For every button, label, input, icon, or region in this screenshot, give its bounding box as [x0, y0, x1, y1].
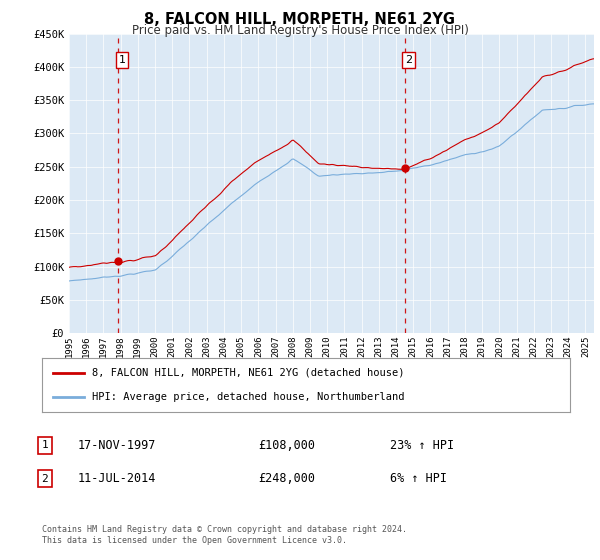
Text: 23% ↑ HPI: 23% ↑ HPI — [390, 438, 454, 452]
Text: 8, FALCON HILL, MORPETH, NE61 2YG (detached house): 8, FALCON HILL, MORPETH, NE61 2YG (detac… — [92, 368, 404, 378]
Text: 2: 2 — [41, 474, 49, 484]
Text: £108,000: £108,000 — [258, 438, 315, 452]
Text: HPI: Average price, detached house, Northumberland: HPI: Average price, detached house, Nort… — [92, 392, 404, 402]
Text: 11-JUL-2014: 11-JUL-2014 — [78, 472, 157, 486]
Text: 1: 1 — [41, 440, 49, 450]
Text: £248,000: £248,000 — [258, 472, 315, 486]
Text: Price paid vs. HM Land Registry's House Price Index (HPI): Price paid vs. HM Land Registry's House … — [131, 24, 469, 36]
Text: Contains HM Land Registry data © Crown copyright and database right 2024.
This d: Contains HM Land Registry data © Crown c… — [42, 525, 407, 545]
Text: 17-NOV-1997: 17-NOV-1997 — [78, 438, 157, 452]
Text: 1: 1 — [118, 55, 125, 65]
Text: 2: 2 — [404, 55, 412, 65]
Text: 8, FALCON HILL, MORPETH, NE61 2YG: 8, FALCON HILL, MORPETH, NE61 2YG — [145, 12, 455, 27]
Text: 6% ↑ HPI: 6% ↑ HPI — [390, 472, 447, 486]
